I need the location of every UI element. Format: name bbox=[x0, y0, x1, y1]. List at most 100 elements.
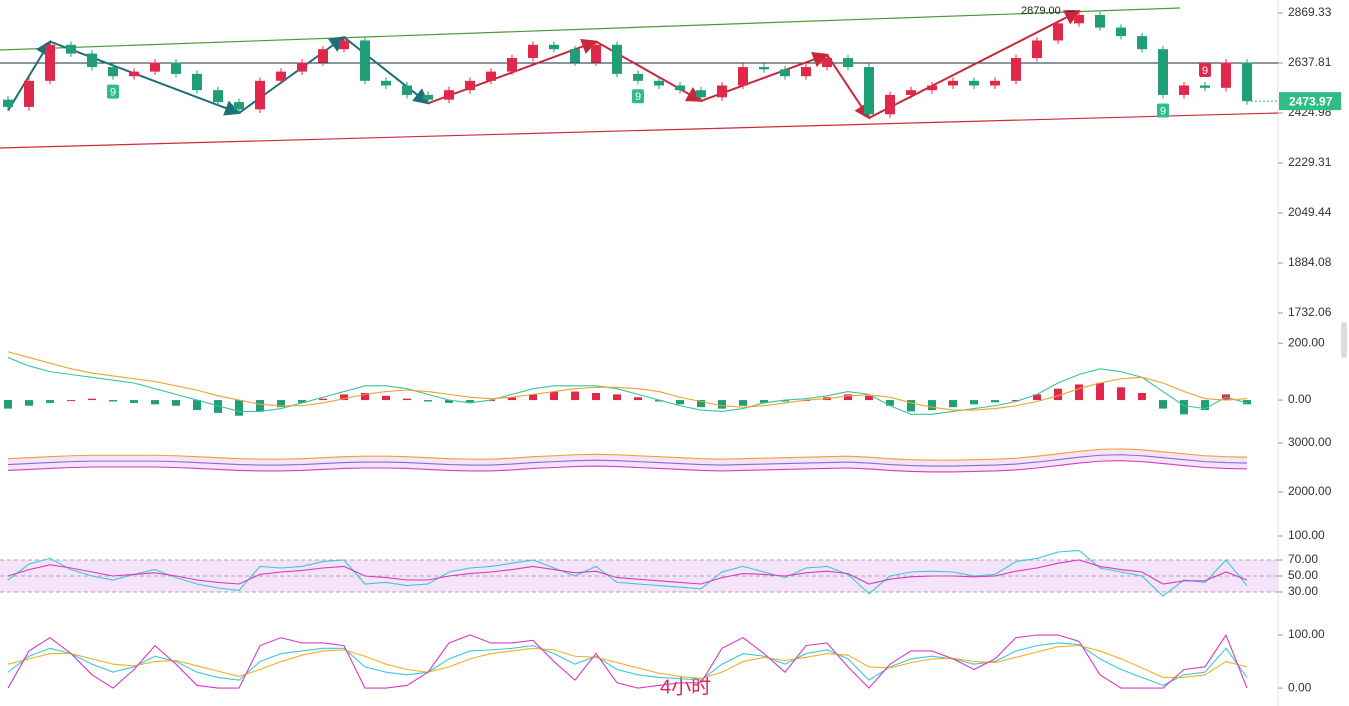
y-tick-label: 0.00 bbox=[1288, 392, 1312, 406]
td-badge bbox=[107, 84, 119, 99]
macd-bar bbox=[676, 400, 684, 405]
macd-bar bbox=[718, 400, 726, 409]
period-label: 4小时 bbox=[660, 675, 711, 698]
candle-body bbox=[780, 69, 790, 77]
candle-body bbox=[465, 80, 475, 91]
candle-body bbox=[45, 44, 55, 81]
trend-arrow bbox=[49, 40, 241, 116]
indicator-line bbox=[7, 642, 1248, 687]
trend-arrow bbox=[343, 36, 430, 105]
macd-bar bbox=[844, 394, 852, 401]
band-line bbox=[7, 460, 1248, 473]
macd-bar bbox=[67, 400, 75, 402]
band-line bbox=[7, 448, 1248, 461]
macd-bar bbox=[172, 400, 180, 406]
macd-bar bbox=[25, 400, 33, 406]
candle-body bbox=[87, 53, 97, 68]
candle-body bbox=[318, 49, 328, 63]
macd-bar bbox=[445, 400, 453, 403]
trend-arrow bbox=[868, 10, 1081, 119]
y-tick-label: 2869.33 bbox=[1288, 5, 1332, 19]
macd-bar bbox=[298, 400, 306, 403]
y-tick-label: 3000.00 bbox=[1288, 435, 1332, 449]
candle-body bbox=[171, 62, 181, 74]
trend-arrow bbox=[826, 54, 871, 120]
candle-body bbox=[990, 80, 1000, 86]
macd-bar bbox=[634, 397, 642, 401]
macd-bar bbox=[907, 400, 915, 412]
macd-bar bbox=[991, 400, 999, 403]
candle-body bbox=[843, 58, 853, 68]
candle-body bbox=[402, 85, 412, 95]
candle-body bbox=[1095, 14, 1105, 28]
macd-bar bbox=[508, 397, 516, 401]
indicator-line bbox=[7, 645, 1248, 680]
macd-bar bbox=[781, 400, 789, 402]
macd-bar bbox=[1117, 387, 1125, 401]
candle-body bbox=[675, 85, 685, 91]
candle-body bbox=[1221, 62, 1231, 88]
macd-bar bbox=[1138, 392, 1146, 401]
macd-bar bbox=[46, 400, 54, 403]
y-tick-label: 30.00 bbox=[1288, 584, 1318, 598]
y-tick-label: 2229.31 bbox=[1288, 155, 1332, 169]
macd-bar bbox=[550, 391, 558, 401]
candle-body bbox=[969, 80, 979, 86]
candle-body bbox=[339, 40, 349, 50]
candle-body bbox=[759, 67, 769, 70]
y-tick-label: 0.00 bbox=[1288, 680, 1312, 694]
candle-body bbox=[213, 90, 223, 103]
macd-bar bbox=[571, 391, 579, 401]
td-badge bbox=[1157, 103, 1169, 118]
candle-body bbox=[906, 90, 916, 95]
last-price-box bbox=[1279, 92, 1341, 111]
y-tick-label: 50.00 bbox=[1288, 568, 1318, 582]
macd-bar bbox=[4, 400, 12, 409]
td-badge bbox=[1199, 62, 1211, 77]
macd-bar bbox=[1180, 400, 1188, 415]
band-line bbox=[7, 454, 1248, 467]
macd-bar bbox=[193, 400, 201, 411]
macd-bar bbox=[361, 392, 369, 401]
macd-bar bbox=[1054, 388, 1062, 401]
candle-body bbox=[948, 80, 958, 86]
macd-bar bbox=[151, 400, 159, 405]
indicator-line bbox=[7, 633, 1248, 689]
candle-body bbox=[549, 44, 559, 50]
macd-bar bbox=[340, 394, 348, 401]
candle-body bbox=[24, 80, 34, 107]
candle-body bbox=[423, 94, 433, 100]
macd-bar bbox=[1201, 400, 1209, 411]
candle-body bbox=[192, 73, 202, 91]
candle-body bbox=[1200, 85, 1210, 88]
candle-body bbox=[381, 80, 391, 86]
macd-bar bbox=[1243, 400, 1251, 405]
candle-body bbox=[1158, 49, 1168, 95]
macd-bar bbox=[1033, 394, 1041, 401]
candle-body bbox=[717, 85, 727, 98]
macd-line bbox=[7, 351, 1248, 411]
td-label: 9 bbox=[110, 87, 116, 99]
macd-bar bbox=[613, 394, 621, 401]
candle-body bbox=[612, 44, 622, 74]
scroll-handle[interactable] bbox=[1341, 322, 1347, 358]
macd-bar bbox=[1075, 384, 1083, 401]
y-tick-label: 100.00 bbox=[1288, 528, 1325, 542]
candle-body bbox=[1011, 58, 1021, 81]
candle-body bbox=[528, 44, 538, 59]
y-tick-label: 70.00 bbox=[1288, 552, 1318, 566]
macd-bar bbox=[88, 398, 96, 401]
macd-bar bbox=[928, 400, 936, 411]
candle-body bbox=[1242, 62, 1252, 102]
last-price-label: 2473.97 bbox=[1289, 94, 1333, 108]
macd-line bbox=[7, 356, 1248, 415]
candle-body bbox=[360, 40, 370, 81]
td-label: 9 bbox=[635, 91, 641, 103]
y-tick-label: 100.00 bbox=[1288, 627, 1325, 641]
candle-body bbox=[696, 90, 706, 98]
candle-body bbox=[234, 102, 244, 110]
trend-arrow bbox=[7, 39, 52, 112]
macd-bar bbox=[277, 400, 285, 408]
